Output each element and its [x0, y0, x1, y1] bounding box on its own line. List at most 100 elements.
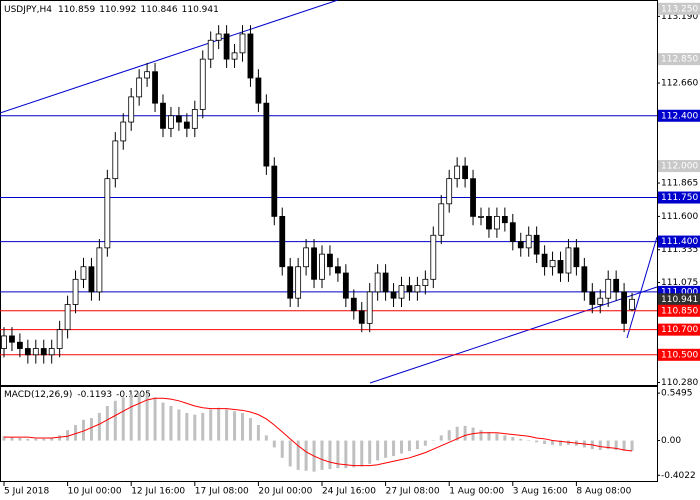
macd-bar — [622, 440, 626, 451]
macd-bar — [105, 406, 109, 441]
macd-value: -0.1193 — [77, 390, 112, 400]
macd-bar — [137, 393, 141, 441]
y-tick-label: 0.00 — [661, 436, 681, 446]
x-tick-label: 17 Jul 08:00 — [195, 487, 249, 497]
macd-bar — [66, 430, 70, 441]
candle-body — [454, 165, 461, 180]
y-tick-label: 113.190 — [661, 12, 698, 22]
candle-body — [613, 278, 620, 293]
candle-body — [303, 247, 310, 268]
macd-bar — [272, 440, 276, 448]
candle-body — [581, 266, 588, 293]
candle-body — [398, 285, 405, 299]
candle-body — [160, 102, 166, 129]
candle-body — [144, 71, 151, 79]
macd-bar — [455, 426, 459, 441]
macd-bar — [368, 440, 372, 464]
macd-bar — [248, 418, 252, 441]
candle-body — [24, 348, 31, 356]
candle-body — [629, 298, 635, 311]
candle-body — [509, 222, 516, 242]
macd-bar — [495, 433, 499, 441]
macd-bar — [320, 440, 324, 470]
candle-body — [287, 266, 294, 299]
trend-line — [626, 236, 658, 339]
macd-bar — [177, 409, 181, 441]
candle-body — [549, 260, 556, 268]
candle-body — [422, 278, 429, 287]
macd-bar — [336, 440, 340, 469]
macd-bar — [407, 440, 411, 451]
macd-bar — [34, 438, 38, 441]
macd-title: MACD(12,26,9) — [4, 390, 72, 400]
candle-body — [168, 115, 174, 129]
macd-bar — [145, 393, 149, 441]
level-label: 113.250 — [661, 4, 698, 14]
candle-body — [16, 341, 23, 349]
level-label: 112.400 — [661, 111, 698, 121]
trend-line — [369, 286, 658, 384]
candle-body — [470, 178, 476, 217]
macd-bar — [121, 397, 125, 441]
macd-bar — [559, 440, 562, 446]
level-label: 112.850 — [661, 55, 698, 65]
macd-bar — [384, 440, 388, 458]
candle-body — [557, 260, 564, 274]
macd-bar — [606, 440, 610, 450]
candle-body — [263, 102, 270, 167]
x-tick-label: 10 Jul 00:00 — [68, 487, 122, 497]
macd-bar — [161, 402, 165, 441]
level-label-box — [658, 304, 700, 317]
candle-body — [430, 234, 437, 280]
macd-bar — [447, 430, 451, 441]
level-label-box — [658, 323, 700, 336]
candle-body — [342, 272, 349, 299]
trend-line — [0, 0, 339, 114]
macd-bar — [376, 440, 380, 461]
x-tick-label: 20 Jul 00:00 — [258, 487, 312, 497]
macd-bar — [58, 435, 62, 441]
macd-bar — [630, 440, 634, 451]
level-label-box — [658, 191, 700, 204]
macd-bar — [304, 440, 308, 471]
candle-body — [247, 33, 254, 79]
level-label-box — [658, 348, 700, 361]
macd-bar — [2, 436, 6, 441]
last-close: 110.941 — [182, 5, 219, 15]
last-high: 110.992 — [99, 5, 136, 15]
candle-body — [605, 278, 612, 299]
macd-bar — [598, 440, 602, 451]
x-tick-label: 27 Jul 08:00 — [386, 487, 440, 497]
candle-body — [478, 216, 484, 218]
y-tick-label: 111.865 — [661, 179, 698, 189]
candle-body — [319, 253, 325, 280]
macd-bar — [82, 419, 85, 441]
candle-body — [231, 52, 238, 60]
macd-bar — [296, 440, 300, 470]
y-tick-label: 0.5495 — [661, 389, 693, 399]
symbol: USDJPY,H4 — [4, 5, 52, 15]
candle-body — [279, 216, 286, 268]
candle-body — [327, 253, 333, 268]
y-tick-label: 110.280 — [661, 378, 698, 388]
macd-bar — [264, 435, 268, 441]
macd-bar — [113, 400, 117, 441]
candle-body — [486, 216, 492, 230]
level-label: 111.000 — [661, 287, 698, 297]
macd-bar — [42, 438, 46, 441]
candle-body — [358, 310, 365, 324]
macd-bar — [328, 440, 332, 470]
level-label: 111.400 — [661, 237, 698, 247]
candle-body — [72, 278, 79, 305]
level-label-box — [658, 160, 700, 173]
x-tick-label: 1 Aug 00:00 — [449, 487, 504, 497]
level-label-box — [658, 235, 700, 248]
macd-bar — [487, 431, 491, 441]
candle-body — [565, 247, 572, 274]
candle-body — [48, 348, 55, 356]
candle-body — [366, 291, 373, 324]
candle-body — [9, 335, 15, 343]
x-tick-label: 8 Aug 08:00 — [576, 487, 631, 497]
macd-bar — [74, 425, 78, 441]
